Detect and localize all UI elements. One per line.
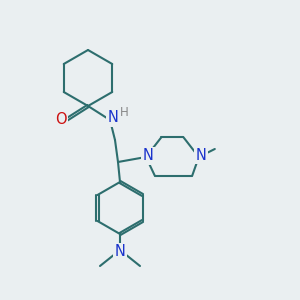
Text: N: N xyxy=(195,148,206,163)
Text: H: H xyxy=(120,106,128,119)
Text: N: N xyxy=(142,148,153,164)
Text: N: N xyxy=(108,110,118,125)
Text: N: N xyxy=(115,244,125,260)
Text: O: O xyxy=(55,112,67,128)
